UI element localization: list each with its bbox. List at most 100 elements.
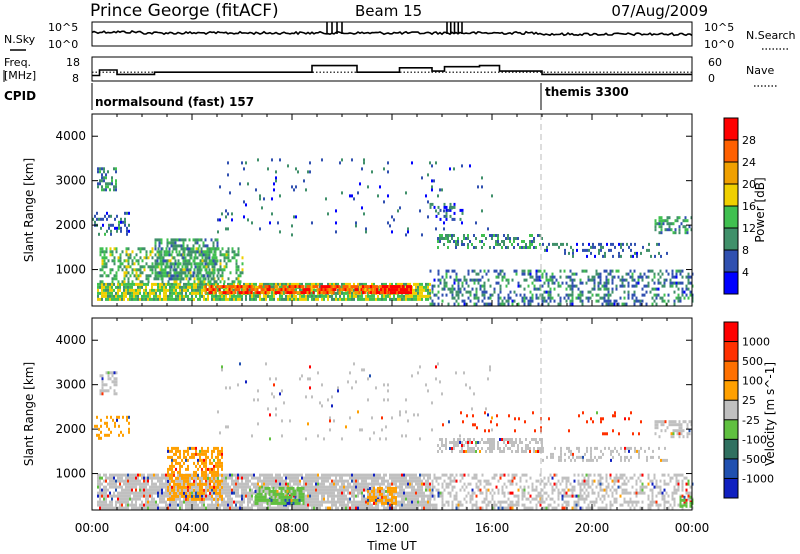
heatmap-cell (106, 229, 108, 233)
heatmap-cell (338, 285, 341, 289)
heatmap-cell (685, 287, 688, 291)
heatmap-cell (509, 237, 511, 240)
heatmap-cell (363, 494, 365, 498)
heatmap-cell (121, 297, 123, 301)
heatmap-cell (525, 278, 528, 282)
heatmap-cell (212, 259, 215, 263)
heatmap-cell (209, 503, 211, 507)
heatmap-cell (227, 488, 229, 492)
heatmap-cell (137, 473, 139, 477)
heatmap-cell (147, 297, 149, 301)
heatmap-cell (223, 479, 225, 483)
heatmap-cell (415, 494, 417, 498)
heatmap-cell (195, 285, 197, 289)
heatmap-cell (178, 271, 181, 275)
heatmap-cell (203, 497, 205, 501)
heatmap-cell (155, 488, 157, 492)
heatmap-cell (185, 491, 187, 495)
heatmap-cell (569, 302, 572, 306)
heatmap-cell (151, 297, 153, 301)
heatmap-cell (389, 224, 391, 228)
heatmap-cell (383, 479, 385, 483)
heatmap-cell (151, 247, 154, 251)
heatmap-cell (243, 482, 245, 486)
heatmap-cell (445, 205, 448, 209)
heatmap-cell (195, 503, 197, 507)
heatmap-cell (559, 296, 562, 300)
heatmap-cell (165, 488, 167, 492)
heatmap-cell (451, 284, 454, 288)
heatmap-cell (569, 275, 572, 279)
heatmap-cell (207, 506, 209, 510)
heatmap-cell (205, 297, 207, 301)
heatmap-cell (443, 205, 446, 209)
heatmap-cell (116, 229, 118, 233)
heatmap-cell (99, 268, 102, 272)
heatmap-cell (439, 281, 442, 285)
heatmap-cell (119, 497, 121, 501)
heatmap-cell (346, 285, 349, 289)
heatmap-cell (163, 473, 165, 477)
heatmap-cell (681, 275, 684, 279)
heatmap-cell (351, 494, 353, 498)
heatmap-cell (571, 278, 574, 282)
heatmap-cell (179, 497, 181, 501)
heatmap-cell (421, 491, 423, 495)
heatmap-cell (99, 491, 101, 495)
heatmap-cell (237, 294, 239, 298)
heatmap-cell (200, 274, 203, 278)
heatmap-cell (159, 506, 161, 510)
heatmap-cell (273, 479, 275, 483)
heatmap-cell (319, 491, 321, 495)
heatmap-cell (453, 167, 455, 171)
heatmap-cell (250, 285, 253, 289)
heatmap-cell (581, 299, 584, 303)
heatmap-cell (167, 491, 169, 495)
heatmap-cell (94, 220, 96, 224)
heatmap-cell (515, 237, 517, 240)
heatmap-cell (229, 297, 231, 301)
heatmap-cell (405, 282, 407, 286)
heatmap-cell (105, 285, 107, 289)
heatmap-cell (208, 247, 211, 251)
heatmap-cell (151, 494, 153, 498)
heatmap-cell (451, 234, 453, 237)
heatmap-cell (461, 299, 464, 303)
heatmap-cell (627, 296, 630, 300)
heatmap-cell (109, 503, 111, 507)
heatmap-cell (425, 503, 427, 507)
heatmap-cell (315, 506, 317, 510)
heatmap-cell (259, 506, 261, 510)
heatmap-cell (203, 503, 205, 507)
heatmap-cell (595, 293, 598, 297)
heatmap-cell (355, 294, 357, 298)
heatmap-cell (356, 285, 359, 289)
heatmap-cell (178, 238, 181, 242)
heatmap-cell (219, 265, 222, 269)
heatmap-cell (425, 485, 427, 489)
heatmap-cell (623, 302, 626, 306)
heatmap-cell (172, 241, 175, 245)
heatmap-cell (411, 473, 413, 477)
heatmap-cell (423, 285, 425, 289)
heatmap-cell (145, 297, 147, 301)
heatmap-cell (654, 228, 657, 232)
heatmap-cell (351, 194, 353, 198)
heatmap-cell (105, 250, 108, 254)
heatmap-cell (261, 503, 263, 507)
heatmap-cell (141, 297, 143, 301)
heatmap-cell (201, 503, 203, 507)
heatmap-cell (125, 282, 127, 286)
heatmap-cell (137, 274, 140, 278)
heatmap-cell (155, 506, 157, 510)
heatmap-cell (177, 479, 179, 483)
heatmap-cell (117, 476, 119, 480)
heatmap-cell (407, 482, 409, 486)
heatmap-cell (261, 473, 263, 477)
heatmap-cell (342, 285, 345, 289)
heatmap-cell (139, 473, 141, 477)
heatmap-cell (567, 293, 570, 297)
heatmap-cell (103, 288, 105, 292)
heatmap-cell (127, 488, 129, 492)
heatmap-cell (213, 482, 215, 486)
